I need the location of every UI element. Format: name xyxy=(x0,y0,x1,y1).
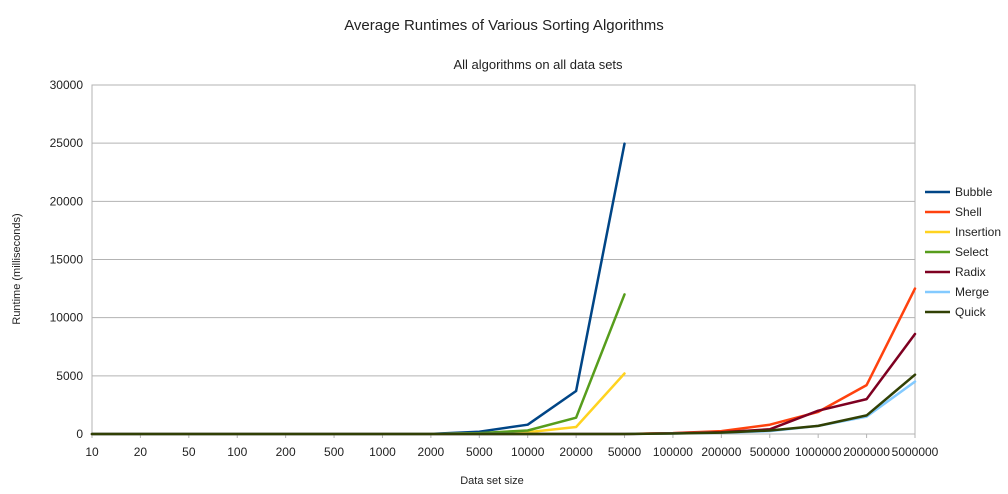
x-axis-label: Data set size xyxy=(460,475,524,487)
x-tick-label: 100000 xyxy=(653,445,693,459)
series-line-quick xyxy=(90,373,917,436)
x-tick-label: 200 xyxy=(276,445,296,459)
y-tick-label: 5000 xyxy=(56,369,83,383)
x-tick-label: 100 xyxy=(227,445,247,459)
x-tick-label: 50 xyxy=(182,445,196,459)
x-tick-label: 5000 xyxy=(466,445,493,459)
series-line-merge xyxy=(90,380,917,436)
x-tick-label: 200000 xyxy=(701,445,741,459)
x-tick-label: 20000 xyxy=(559,445,593,459)
y-axis-label: Runtime (milliseconds) xyxy=(11,213,23,324)
legend-label-merge: Merge xyxy=(955,285,989,299)
x-tick-label: 1000 xyxy=(369,445,396,459)
y-tick-label: 20000 xyxy=(50,194,84,208)
legend-label-insertion: Insertion xyxy=(955,225,1001,239)
legend-label-select: Select xyxy=(955,245,989,259)
legend-label-radix: Radix xyxy=(955,265,986,279)
chart-title: Average Runtimes of Various Sorting Algo… xyxy=(344,17,664,34)
x-tick-label: 1000000 xyxy=(795,445,842,459)
x-tick-label: 50000 xyxy=(608,445,642,459)
series-line-shell xyxy=(90,287,917,436)
x-tick-label: 500 xyxy=(324,445,344,459)
y-tick-label: 30000 xyxy=(50,78,84,92)
y-tick-label: 15000 xyxy=(50,253,84,267)
legend-label-quick: Quick xyxy=(955,305,987,319)
chart-subtitle: All algorithms on all data sets xyxy=(453,57,623,72)
x-tick-label: 20 xyxy=(134,445,148,459)
legend-label-shell: Shell xyxy=(955,205,982,219)
y-tick-label: 25000 xyxy=(50,136,84,150)
y-tick-label: 0 xyxy=(76,427,83,441)
x-tick-label: 5000000 xyxy=(892,445,939,459)
y-tick-label: 10000 xyxy=(50,311,84,325)
x-tick-label: 10 xyxy=(85,445,99,459)
x-tick-label: 10000 xyxy=(511,445,545,459)
x-tick-label: 2000 xyxy=(418,445,445,459)
x-tick-label: 500000 xyxy=(750,445,790,459)
series-line-bubble xyxy=(90,142,626,436)
x-tick-label: 2000000 xyxy=(843,445,890,459)
legend-label-bubble: Bubble xyxy=(955,185,993,199)
